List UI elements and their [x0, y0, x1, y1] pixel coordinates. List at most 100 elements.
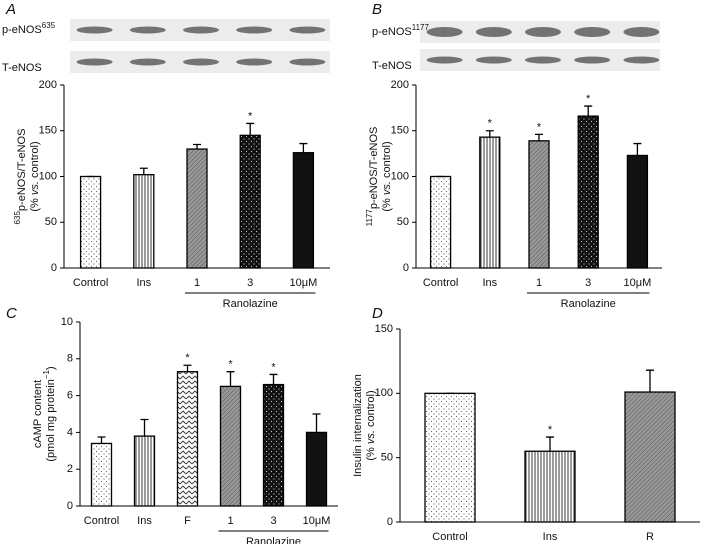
bar — [528, 140, 550, 269]
panel-label: A — [5, 1, 16, 18]
text-part: vs. — [381, 181, 393, 195]
panel-label: D — [372, 305, 383, 322]
bar — [239, 134, 261, 269]
x-tick-label: Ins — [482, 277, 497, 289]
group-label: Ranolazine — [223, 298, 278, 310]
y-axis-label: (pmol mg protein−1) — [42, 366, 57, 461]
significance-marker: * — [248, 110, 253, 122]
blot-band — [525, 56, 561, 64]
panel-label: C — [6, 305, 17, 322]
x-tick-label: Control — [73, 277, 108, 289]
y-tick-label: 0 — [67, 500, 73, 512]
text-part: control) — [381, 141, 393, 181]
group-label: Ranolazine — [246, 536, 301, 544]
blot-band — [76, 26, 113, 34]
y-tick-label: 4 — [67, 426, 73, 438]
error-bar — [535, 133, 543, 141]
blot-band — [475, 56, 512, 64]
bar — [176, 371, 199, 507]
y-tick-label: 6 — [67, 390, 73, 402]
error-bar — [633, 142, 642, 156]
text-part: p-eNOS — [372, 26, 412, 38]
y-tick-label: 2 — [67, 463, 73, 475]
bar — [479, 136, 501, 269]
text-part: Insulin internalization — [352, 374, 364, 477]
x-tick-label: 1 — [536, 277, 542, 289]
error-bar — [139, 167, 148, 175]
blot-label: T-eNOS — [2, 62, 42, 74]
text-part: vs. — [365, 430, 377, 444]
text-part: p-eNOS/T-eNOS — [16, 129, 28, 212]
panel-label: B — [372, 1, 382, 18]
text-part: −1 — [42, 369, 51, 379]
y-axis-label: 635p-eNOS/T-eNOS — [13, 129, 28, 225]
x-tick-label: 10μM — [303, 515, 331, 527]
group-label: Ranolazine — [561, 298, 616, 310]
bar — [429, 175, 452, 269]
text-part: T-eNOS — [372, 60, 412, 72]
text-part: 1177 — [412, 23, 430, 32]
significance-marker: * — [228, 359, 233, 371]
bar — [186, 148, 208, 269]
y-tick-label: 0 — [387, 516, 393, 528]
y-tick-label: 150 — [391, 125, 409, 137]
significance-marker: * — [537, 121, 542, 133]
error-bar — [546, 436, 554, 452]
y-tick-label: 150 — [375, 323, 393, 335]
y-tick-label: 0 — [403, 262, 409, 274]
significance-marker: * — [548, 424, 553, 436]
text-part: 1177 — [365, 209, 374, 227]
y-axis-label: (% vs. control) — [29, 141, 41, 211]
bar — [424, 392, 476, 523]
text-part: p-eNOS/T-eNOS — [368, 127, 380, 210]
significance-marker: * — [185, 352, 190, 364]
text-part: control) — [29, 141, 41, 181]
x-tick-label: Ins — [137, 515, 152, 527]
y-axis-label: (% vs. control) — [381, 141, 393, 211]
text-part: vs. — [29, 181, 41, 195]
error-bar — [485, 130, 494, 138]
blot-label: p-eNOS1177 — [372, 23, 430, 38]
y-axis-label: 1177p-eNOS/T-eNOS — [365, 127, 380, 227]
text-part: 635 — [13, 211, 22, 225]
blot-band — [525, 27, 561, 37]
text-part: (% — [29, 195, 41, 212]
significance-marker: * — [271, 361, 276, 373]
y-tick-label: 50 — [45, 216, 57, 228]
x-tick-label: 1 — [227, 515, 233, 527]
y-tick-label: 100 — [375, 387, 393, 399]
bar — [292, 152, 315, 269]
bar — [90, 442, 113, 507]
significance-marker: * — [586, 93, 591, 105]
text-part: ) — [45, 366, 57, 370]
blot-band — [129, 26, 166, 34]
error-bar — [646, 369, 654, 393]
x-tick-label: Ins — [543, 531, 558, 543]
error-bar — [312, 413, 321, 433]
x-tick-label: 10μM — [624, 277, 652, 289]
blot-band — [236, 58, 273, 66]
bar — [133, 174, 155, 269]
error-bar — [140, 418, 149, 437]
blot-label: T-eNOS — [372, 60, 412, 72]
text-part: control) — [365, 390, 377, 430]
x-tick-label: 3 — [270, 515, 276, 527]
y-tick-label: 8 — [67, 353, 73, 365]
bar — [219, 385, 242, 507]
blot-band — [623, 56, 660, 64]
x-tick-label: 3 — [247, 277, 253, 289]
bar — [624, 391, 676, 523]
y-tick-label: 100 — [391, 170, 409, 182]
blot-band — [183, 26, 219, 34]
blot-band — [289, 58, 326, 66]
x-tick-label: Ins — [136, 277, 151, 289]
x-tick-label: Control — [432, 531, 467, 543]
y-tick-label: 10 — [61, 316, 73, 328]
y-axis-label: cAMP content — [32, 380, 44, 448]
x-tick-label: 10μM — [290, 277, 318, 289]
text-part: (pmol mg protein — [45, 379, 57, 462]
x-tick-label: Control — [423, 277, 458, 289]
text-part: (% — [365, 444, 377, 461]
y-axis-label: Insulin internalization — [352, 374, 364, 477]
y-tick-label: 150 — [39, 125, 57, 137]
